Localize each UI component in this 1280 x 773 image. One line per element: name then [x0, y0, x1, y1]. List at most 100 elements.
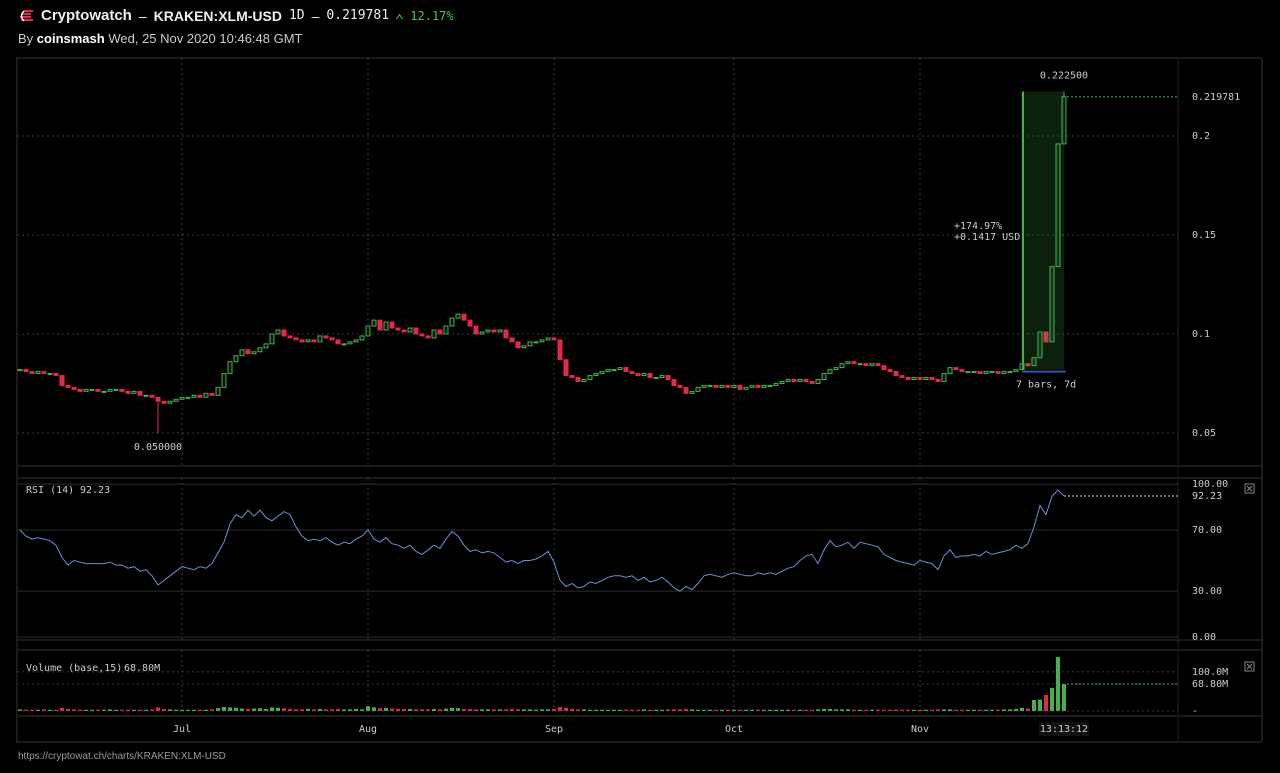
volume-bar — [756, 709, 760, 711]
volume-bar — [618, 709, 622, 711]
candle — [941, 373, 947, 382]
candle — [665, 375, 671, 380]
price-change-value: 12.17% — [410, 8, 454, 23]
candle — [725, 384, 731, 388]
candle — [995, 371, 1001, 375]
symbol: KRAKEN:XLM-USD — [153, 7, 282, 24]
candle — [401, 329, 407, 333]
volume-bar — [906, 709, 910, 711]
volume-bar — [990, 709, 994, 711]
volume-bar — [672, 709, 676, 711]
close-x — [1246, 663, 1253, 670]
candle — [47, 373, 53, 376]
volume-bar — [210, 709, 214, 711]
candle — [23, 369, 29, 373]
volume-bar — [978, 709, 982, 711]
volume-bar — [804, 709, 808, 711]
candle — [185, 396, 191, 399]
candle — [701, 384, 707, 388]
candle — [215, 386, 221, 396]
candle — [749, 384, 755, 388]
volume-bar — [102, 709, 106, 711]
candle — [503, 329, 509, 339]
volume-bar — [858, 709, 862, 711]
close-button[interactable] — [1244, 661, 1255, 672]
candle — [713, 384, 719, 388]
volume-bar — [642, 709, 646, 711]
candle — [17, 369, 23, 372]
volume-bar — [684, 708, 688, 711]
candle — [317, 335, 323, 343]
volume-bar — [768, 709, 772, 711]
byline: By coinsmash Wed, 25 Nov 2020 10:46:48 G… — [18, 31, 303, 46]
volume-bar — [342, 709, 346, 711]
volume-bar — [318, 708, 322, 711]
candle — [617, 367, 623, 371]
candle — [383, 321, 389, 331]
volume-bar — [294, 709, 298, 711]
candle — [761, 384, 767, 388]
candle — [707, 384, 713, 387]
candle — [329, 337, 335, 341]
candle — [881, 365, 887, 371]
y-tick-label: - — [1192, 706, 1198, 717]
candle — [53, 373, 59, 377]
candle — [59, 375, 65, 386]
up-arrow — [396, 13, 403, 19]
candle — [929, 377, 935, 380]
candle — [779, 380, 785, 384]
candle — [671, 378, 677, 386]
candle — [587, 375, 593, 380]
volume-bar — [432, 708, 436, 711]
last-price: 0.219781 — [326, 8, 390, 23]
candle — [257, 347, 263, 353]
volume-bar — [912, 709, 916, 711]
rsi-last-tag: 92.23 — [1192, 491, 1222, 502]
volume-bar — [186, 709, 190, 711]
volume-bar — [1062, 684, 1066, 711]
candle — [539, 339, 545, 343]
candle — [371, 319, 377, 327]
candle — [155, 396, 161, 402]
volume-bar — [588, 709, 592, 711]
volume-bar — [60, 707, 64, 711]
candle — [221, 373, 227, 388]
volume-bar — [666, 709, 670, 711]
volume-bar — [396, 708, 400, 711]
volume-bar — [276, 707, 280, 711]
volume-bar — [330, 709, 334, 711]
volume-bar — [36, 709, 40, 711]
volume-bar — [678, 709, 682, 711]
volume-bar — [378, 708, 382, 711]
candle — [815, 378, 821, 384]
volume-bar — [630, 709, 634, 711]
candle — [407, 327, 413, 333]
volume-bar — [192, 709, 196, 711]
volume-bar — [738, 709, 742, 711]
volume-bar — [360, 709, 364, 711]
candle — [683, 386, 689, 394]
candle — [959, 369, 965, 373]
x-tick-label: Oct — [725, 724, 743, 735]
candle — [635, 373, 641, 377]
y-tick-label: 0.1 — [1192, 329, 1210, 340]
y-tick-label: 0.2 — [1192, 131, 1210, 142]
candle — [863, 363, 869, 367]
candle — [845, 361, 851, 365]
crosshair-tag-bg — [1039, 722, 1089, 736]
volume-bar — [324, 709, 328, 711]
volume-bar — [876, 709, 880, 711]
volume-bar — [222, 707, 226, 711]
close-button[interactable] — [1244, 483, 1255, 494]
candle — [677, 384, 683, 388]
candle — [1031, 357, 1037, 367]
volume-bar — [420, 709, 424, 711]
candle — [653, 377, 659, 380]
date: Wed, 25 Nov 2020 10:46:48 GMT — [108, 31, 303, 46]
candle — [743, 386, 749, 390]
candle — [623, 367, 629, 373]
candle — [563, 359, 569, 377]
volume-bar — [282, 708, 286, 711]
candle — [437, 329, 443, 335]
